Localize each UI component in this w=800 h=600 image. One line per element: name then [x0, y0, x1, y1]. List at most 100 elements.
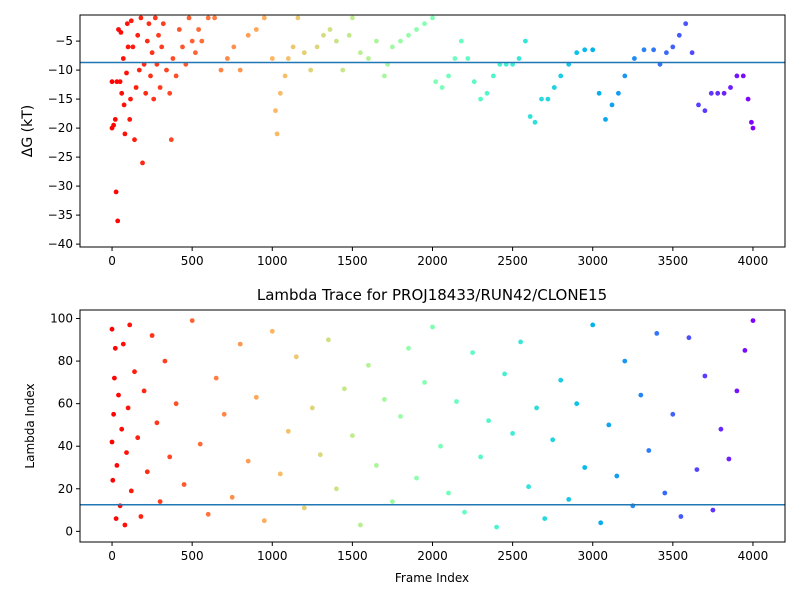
data-point	[237, 67, 243, 73]
data-point	[414, 475, 419, 481]
data-point	[124, 21, 130, 27]
data-point	[523, 38, 528, 44]
bottom-x-axis-label: Frame Index	[395, 571, 469, 585]
data-point	[438, 443, 443, 449]
data-point	[422, 380, 427, 385]
data-point	[261, 15, 267, 21]
data-point	[582, 47, 588, 53]
y-tick-label: 20	[58, 482, 73, 496]
x-tick-label: 0	[108, 549, 116, 563]
data-point	[462, 509, 467, 515]
data-point	[186, 15, 192, 21]
data-point	[350, 15, 355, 21]
data-point	[390, 44, 395, 50]
y-tick-label: −20	[48, 121, 73, 135]
data-point	[133, 85, 139, 90]
x-tick-label: 3500	[658, 549, 689, 563]
data-point	[237, 341, 243, 347]
data-point	[374, 463, 379, 468]
data-point	[285, 428, 291, 434]
data-point	[446, 73, 451, 79]
data-point	[189, 38, 195, 44]
data-point	[138, 514, 144, 519]
data-point	[196, 27, 202, 32]
data-point	[465, 56, 471, 61]
data-point	[358, 522, 363, 528]
data-point	[340, 67, 346, 73]
data-point	[120, 56, 126, 61]
y-tick-label: −5	[55, 34, 73, 48]
data-point	[534, 405, 539, 411]
x-tick-label: 2000	[417, 254, 448, 268]
data-point	[749, 119, 754, 125]
top-y-ticks: −40 −35 −30 −25 −20 −15 −10 −5	[48, 34, 80, 251]
top-plot-frame	[79, 14, 786, 248]
bottom-x-ticks: 0 500 1000 1500 2000 2500 3000 3500 4000	[108, 542, 768, 563]
data-point	[346, 32, 352, 38]
data-point	[734, 73, 740, 79]
x-tick-label: 4000	[738, 254, 769, 268]
data-point	[726, 456, 732, 462]
data-point	[253, 27, 259, 32]
data-point	[350, 433, 355, 438]
data-point	[119, 426, 125, 432]
data-point	[750, 125, 756, 131]
data-point	[439, 85, 445, 90]
y-tick-label: 60	[58, 397, 73, 411]
data-point	[308, 67, 314, 73]
data-point	[269, 328, 275, 334]
data-point	[135, 435, 141, 441]
bottom-y-ticks: 0 20 40 60 80 100	[50, 312, 80, 538]
data-point	[138, 15, 144, 21]
data-point	[205, 15, 211, 21]
data-point	[694, 467, 700, 472]
data-point	[125, 44, 131, 50]
data-point	[398, 414, 403, 419]
data-point	[641, 47, 647, 53]
data-point	[742, 348, 748, 353]
data-point	[374, 38, 379, 44]
data-point	[135, 32, 141, 38]
data-point	[342, 386, 347, 392]
data-point	[606, 422, 612, 428]
x-tick-label: 1500	[337, 254, 368, 268]
data-point	[358, 50, 363, 56]
y-tick-label: 40	[58, 439, 73, 453]
x-tick-label: 3000	[577, 549, 608, 563]
data-point	[430, 15, 435, 21]
y-tick-label: −10	[48, 63, 73, 77]
data-point	[446, 490, 451, 496]
data-point	[151, 96, 157, 102]
panel-delta-g: 0 500 1000 1500 2000 2500 3000 3500 4000 −40−35−…	[20, 14, 786, 268]
x-tick-label: 0	[108, 254, 116, 268]
data-point	[130, 44, 136, 50]
data-point	[646, 448, 652, 453]
data-point	[225, 56, 230, 61]
data-point	[526, 484, 531, 490]
data-point	[122, 522, 128, 528]
top-y-axis-label: ΔG (kT)	[20, 105, 36, 157]
data-point	[229, 494, 235, 500]
data-point	[414, 27, 419, 32]
data-point	[702, 108, 708, 114]
data-point	[539, 96, 544, 102]
data-point	[622, 73, 628, 79]
data-point	[390, 499, 395, 504]
data-point	[454, 399, 459, 404]
bottom-chart-title: Lambda Trace for PROJ18433/RUN42/CLONE15	[257, 286, 607, 304]
data-point	[715, 90, 721, 96]
data-point	[127, 322, 133, 328]
data-point	[128, 18, 134, 24]
data-point	[154, 420, 160, 426]
data-point	[532, 119, 538, 125]
data-point	[471, 79, 477, 85]
data-point	[745, 96, 751, 102]
data-point	[113, 516, 119, 521]
data-point	[382, 397, 387, 402]
data-point	[406, 345, 411, 351]
data-point	[334, 486, 339, 492]
x-tick-label: 2500	[497, 549, 528, 563]
data-point	[141, 388, 147, 394]
data-point	[502, 371, 507, 377]
data-point	[119, 90, 125, 96]
